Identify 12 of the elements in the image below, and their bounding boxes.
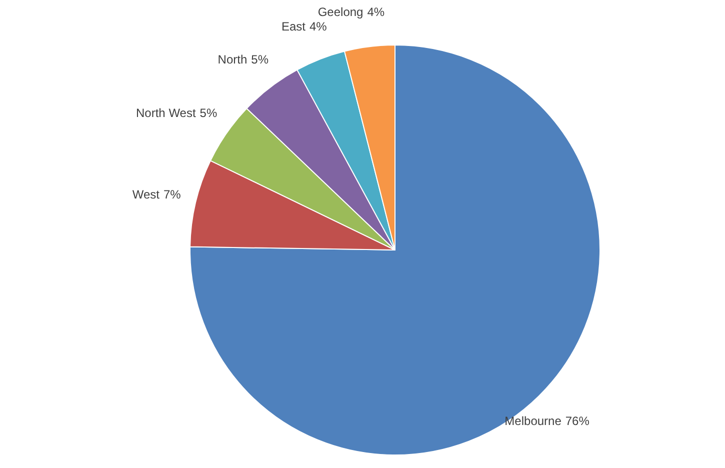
slice-label: North <box>218 52 248 66</box>
slice-label: West <box>132 188 160 202</box>
data-label: 7% <box>164 188 182 202</box>
slice-label: Geelong <box>318 4 364 19</box>
data-label: 4% <box>367 4 385 19</box>
data-label: 5% <box>251 52 269 66</box>
data-label: 4% <box>309 20 328 34</box>
slice-label: Melbourne <box>504 414 562 428</box>
slice-label: North West <box>136 106 196 120</box>
slice-label: East <box>281 20 306 34</box>
data-label: 5% <box>200 106 218 120</box>
data-label: 76% <box>565 414 590 428</box>
